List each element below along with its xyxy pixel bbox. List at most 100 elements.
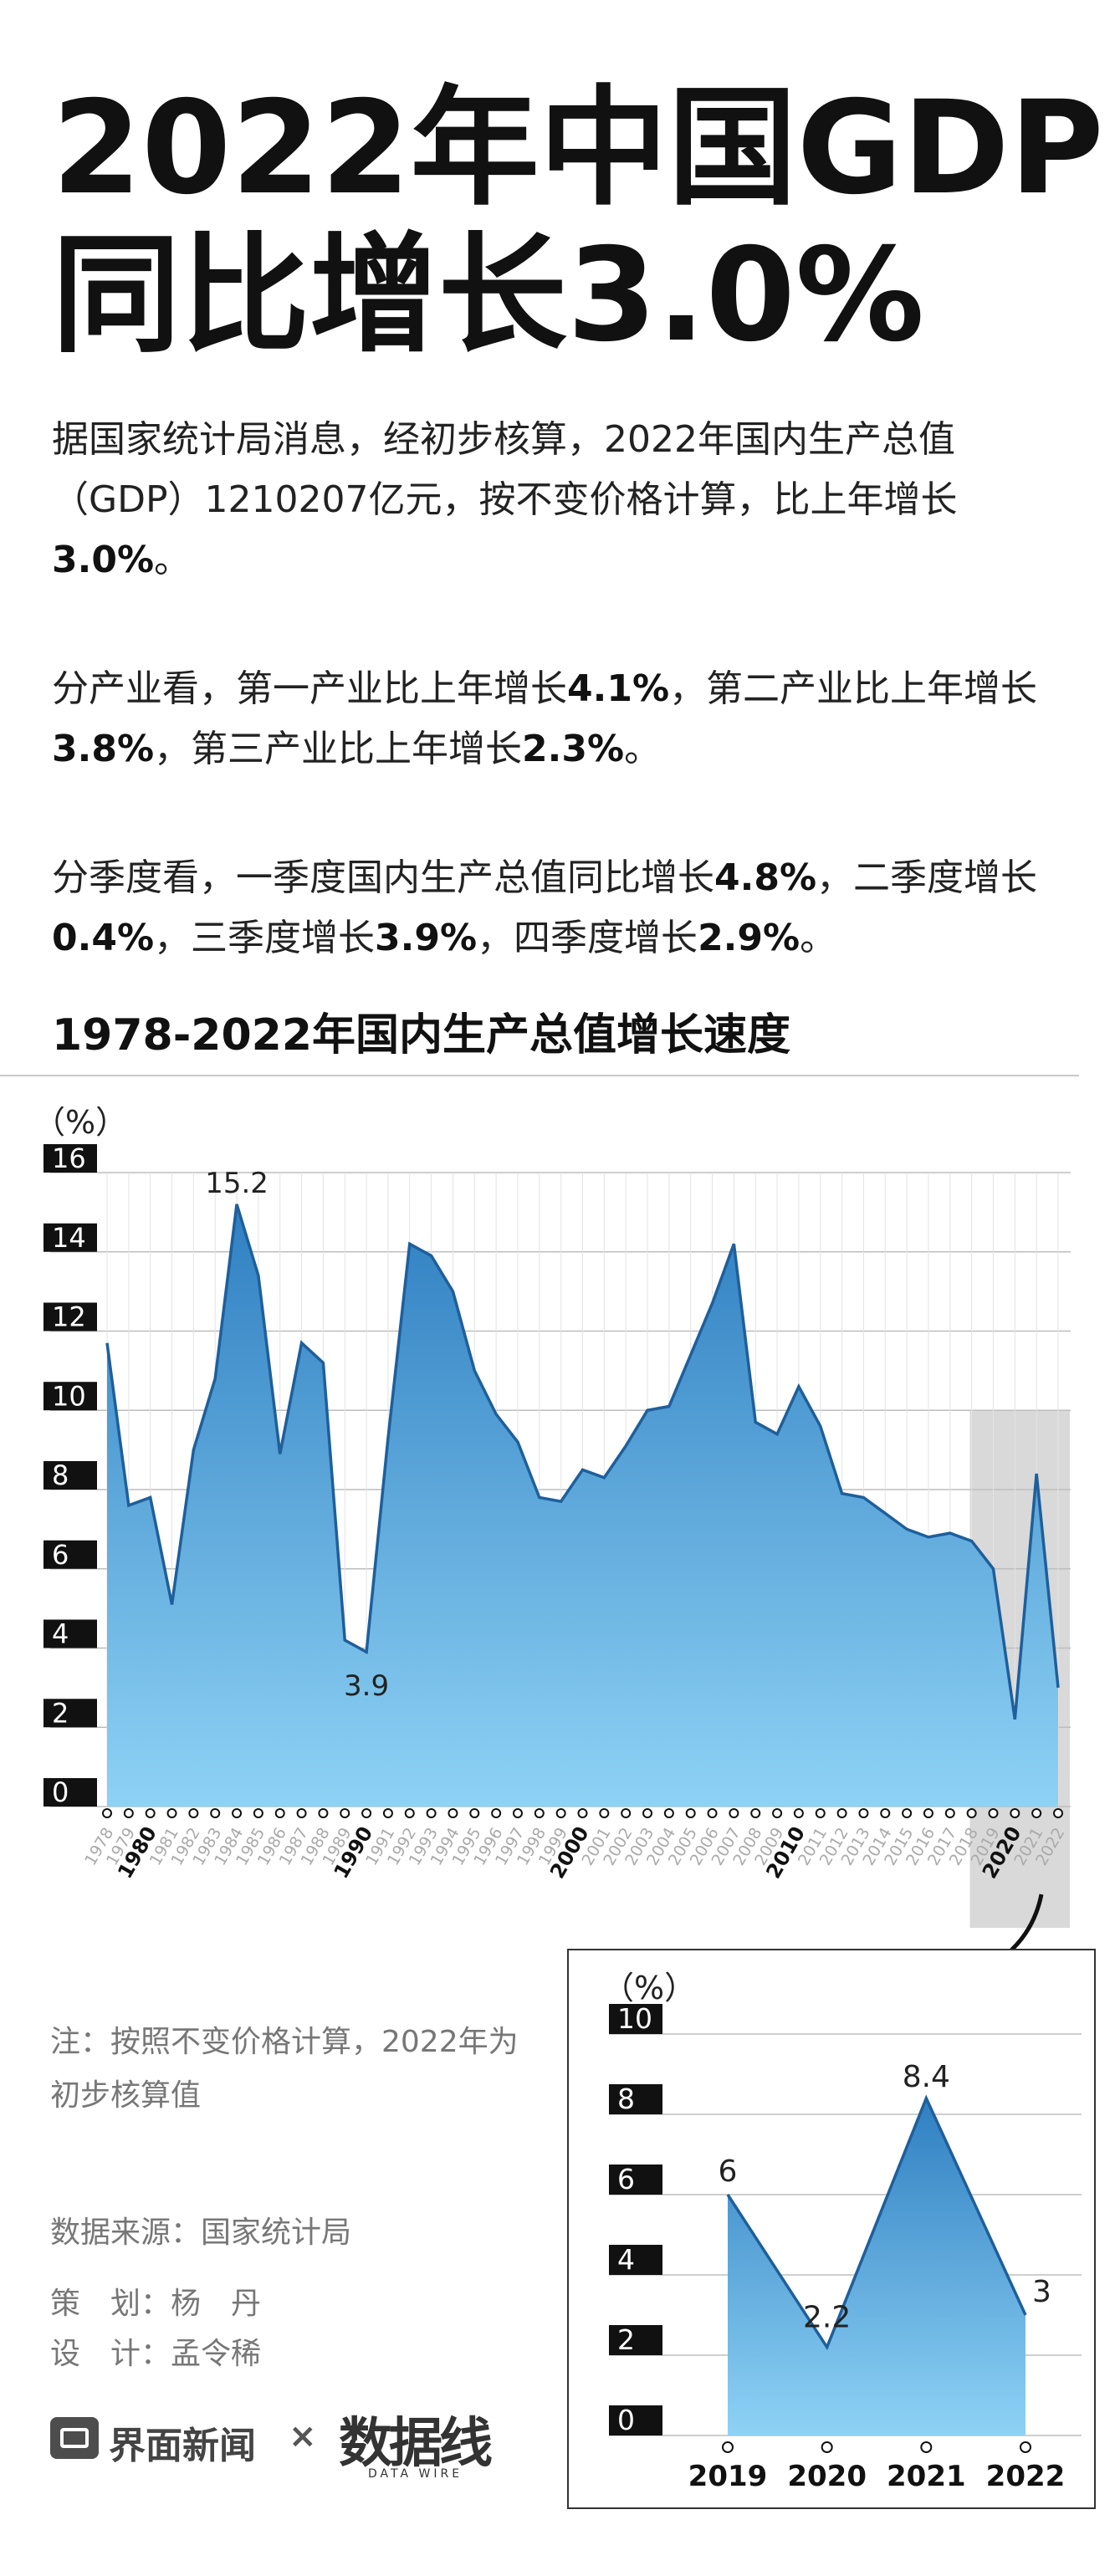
x-marker-1988	[318, 1808, 329, 1818]
x-marker-2005	[685, 1808, 696, 1818]
inset-y-label-4: 4	[617, 2243, 635, 2276]
data-source: 数据来源：国家统计局	[50, 2216, 352, 2250]
industry-text-2: ，第二产业比上年增长	[669, 667, 1038, 710]
y-tick-box-14	[43, 1223, 97, 1252]
x-marker-1993	[426, 1808, 437, 1818]
inset-x-label-2019: 2019	[688, 2460, 768, 2493]
y-tick-box-0	[43, 1778, 97, 1807]
chart-heading: 1978-2022年国内生产总值增长速度	[52, 1010, 791, 1061]
growth-area	[107, 1204, 1058, 1807]
inset-y-box-8	[609, 2084, 662, 2114]
x-marker-2014	[880, 1808, 891, 1818]
inset-y-label-2: 2	[617, 2323, 635, 2356]
x-marker-1984	[232, 1808, 243, 1818]
x-marker-2006	[707, 1808, 718, 1818]
inset-y-label-8: 8	[617, 2083, 635, 2115]
q3-value: 3.9%	[375, 917, 478, 959]
industry-text-3: ，第三产业比上年增长	[154, 728, 523, 770]
title-line-2: 同比增长3.0%	[52, 221, 925, 371]
x-marker-2018	[966, 1808, 977, 1818]
x-marker-1999	[555, 1808, 566, 1818]
inset-y-box-2	[609, 2325, 662, 2355]
x-marker-1983	[210, 1808, 221, 1818]
y-tick-box-2	[43, 1699, 97, 1728]
x-marker-1996	[491, 1808, 502, 1818]
x-marker-2007	[729, 1808, 739, 1818]
y-tick-box-6	[43, 1540, 97, 1569]
inset-y-box-0	[609, 2405, 662, 2435]
y-tick-label-12: 12	[52, 1301, 86, 1333]
x-marker-2015	[902, 1808, 913, 1818]
y-tick-label-8: 8	[52, 1459, 69, 1491]
y-tick-box-8	[43, 1461, 97, 1490]
credit-planner: 策 划：杨 丹	[50, 2287, 262, 2321]
primary-industry-value: 4.1%	[567, 667, 670, 710]
growth-line	[105, 1204, 1060, 1720]
secondary-industry-value: 3.8%	[52, 728, 155, 770]
annotation-1990: 3.9	[344, 1669, 389, 1703]
inset-y-box-10	[609, 2004, 662, 2034]
y-tick-label-10: 10	[52, 1380, 86, 1412]
x-marker-1979	[123, 1808, 134, 1818]
x-marker-2011	[815, 1808, 826, 1818]
inset-area	[728, 2098, 1025, 2435]
q4-value: 2.9%	[698, 917, 800, 959]
datawire-logo-sub: DATA WIRE	[368, 2467, 463, 2481]
title-line-1: 2022年中国GDP	[52, 74, 1104, 223]
quarter-text-4: ，四季度增长	[477, 917, 698, 959]
y-tick-label-2: 2	[52, 1697, 69, 1729]
inset-value-2020: 2.2	[803, 2300, 851, 2334]
x-marker-1989	[340, 1808, 350, 1818]
x-marker-2013	[858, 1808, 869, 1818]
x-marker-1997	[512, 1808, 523, 1818]
x-marker-2012	[836, 1808, 847, 1818]
y-tick-box-16	[43, 1144, 97, 1173]
inset-y-box-4	[609, 2245, 662, 2275]
inset-x-label-2021: 2021	[887, 2460, 966, 2493]
y-tick-label-0: 0	[52, 1776, 69, 1808]
x-marker-2004	[663, 1808, 674, 1818]
intro-paragraph: 据国家统计局消息，经初步核算，2022年国内生产总值（GDP）1210207亿元…	[52, 410, 1072, 590]
heading-divider	[0, 1075, 1079, 1076]
intro-text: 据国家统计局消息，经初步核算，2022年国内生产总值（GDP）1210207亿元…	[52, 418, 958, 521]
x-marker-1998	[534, 1808, 545, 1818]
y-tick-label-14: 14	[52, 1222, 86, 1254]
x-marker-1982	[188, 1808, 199, 1818]
quarter-end: 。	[800, 917, 837, 959]
x-marker-1978	[102, 1808, 112, 1818]
x-marker-2022	[1053, 1808, 1063, 1818]
inset-y-box-6	[609, 2165, 662, 2195]
x-marker-2001	[599, 1808, 610, 1818]
x-marker-1995	[469, 1808, 480, 1818]
inset-y-label-0: 0	[617, 2404, 635, 2436]
inset-x-label-2020: 2020	[787, 2460, 867, 2493]
intro-end: 。	[154, 539, 192, 581]
inset-x-label-2022: 2022	[986, 2460, 1066, 2493]
industry-paragraph: 分产业看，第一产业比上年增长4.1%，第二产业比上年增长 3.8%，第三产业比上年…	[52, 659, 1072, 779]
quarter-text-3: ，三季度增长	[154, 917, 376, 959]
brand-times: ×	[289, 2417, 317, 2456]
inset-line	[726, 2094, 1027, 2351]
quarter-text-1: 分季度看，一季度国内生产总值同比增长	[52, 856, 714, 899]
main-growth-chart: （%）024681012141615.23.919781979198019811…	[33, 1104, 1071, 1928]
x-marker-2020	[1010, 1808, 1020, 1818]
x-marker-2019	[988, 1808, 999, 1818]
x-marker-2009	[772, 1808, 783, 1818]
credit-designer: 设 计：孟令稀	[50, 2337, 262, 2371]
x-marker-1990	[361, 1808, 372, 1818]
y-tick-box-4	[43, 1619, 97, 1648]
x-marker-1991	[382, 1808, 393, 1818]
q1-value: 4.8%	[714, 856, 817, 899]
x-marker-1985	[253, 1808, 263, 1818]
x-marker-1981	[166, 1808, 177, 1818]
x-marker-1986	[274, 1808, 285, 1818]
x-marker-2008	[750, 1808, 761, 1818]
x-marker-2003	[642, 1808, 653, 1818]
inset-x-marker-2020	[821, 2441, 833, 2453]
q2-value: 0.4%	[52, 917, 155, 959]
y-tick-label-16: 16	[52, 1142, 86, 1174]
inset-value-2022: 3	[1032, 2275, 1051, 2309]
annotation-1984: 15.2	[205, 1167, 269, 1200]
industry-end: 。	[624, 728, 662, 770]
x-marker-2017	[944, 1808, 955, 1818]
